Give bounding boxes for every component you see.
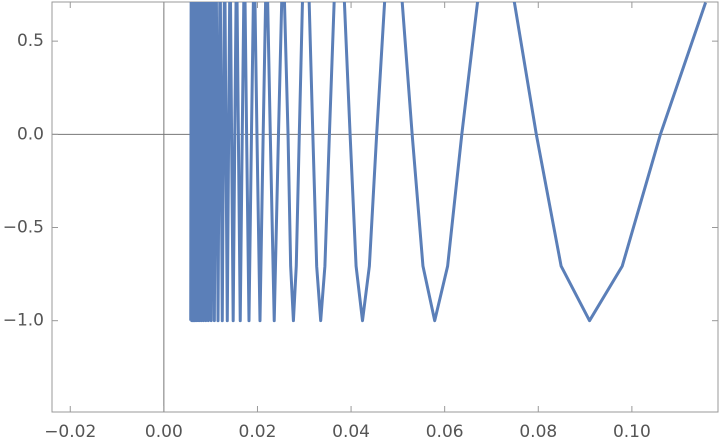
y-tick-label: 0.5 [17,31,44,51]
x-tick-label: 0.10 [613,422,651,442]
y-tick-label: 0.0 [17,124,44,144]
x-tick-label: 0.06 [426,422,464,442]
x-tick-label: −0.02 [44,422,96,442]
y-tick-label: −1.0 [3,311,44,331]
x-tick-label: 0.00 [145,422,183,442]
x-tick-label: 0.04 [332,422,370,442]
line-series [189,2,708,323]
x-tick-label: 0.02 [239,422,277,442]
x-tick-label: 0.08 [519,422,557,442]
y-tick-label: −0.5 [3,218,44,238]
plot-frame [51,1,719,413]
